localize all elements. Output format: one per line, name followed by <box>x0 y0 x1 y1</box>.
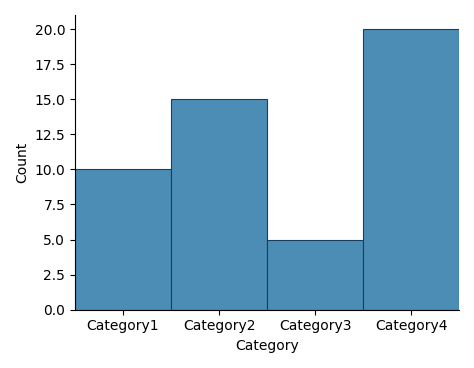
Bar <box>75 169 171 310</box>
Bar <box>363 29 459 310</box>
X-axis label: Category: Category <box>235 339 299 353</box>
Y-axis label: Count: Count <box>15 142 29 183</box>
Bar <box>267 240 363 310</box>
Bar <box>171 99 267 310</box>
